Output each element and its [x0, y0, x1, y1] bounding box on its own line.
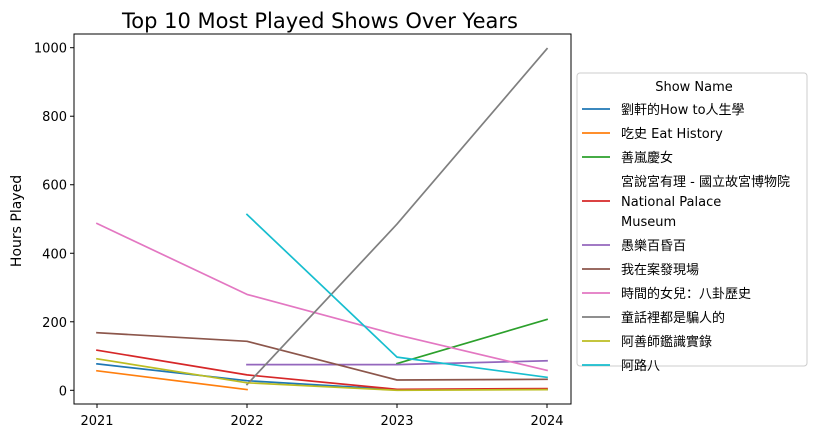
series-line-8 — [245, 47, 549, 386]
y-tick-label: 0 — [59, 384, 67, 399]
legend-label-7: 時間的女兒：八卦歷史 — [621, 286, 751, 302]
series-line-6 — [96, 331, 548, 381]
y-tick-label: 1000 — [34, 42, 67, 57]
plot-area: 0 200 400 600 800 1000 2021 2022 2023 2024 — [34, 33, 572, 429]
series-line-4 — [96, 349, 548, 391]
legend-box — [576, 72, 808, 367]
series-line-5 — [246, 359, 548, 366]
x-tick-label: 2023 — [380, 414, 413, 429]
chart-title: Top 10 Most Played Shows Over Years — [121, 9, 518, 33]
series-line-10 — [245, 213, 548, 379]
legend-label-4: Museum — [621, 215, 676, 230]
legend-label-3: 善嵐慶女 — [621, 150, 673, 166]
plot-frame — [73, 33, 572, 405]
legend-label-4: 宮說宮有理 - 國立故宮博物院 — [621, 174, 790, 190]
legend-label-6: 我在案發現場 — [621, 263, 699, 278]
series-line-9 — [96, 357, 548, 392]
y-tick-label: 200 — [42, 316, 67, 331]
series-line-3 — [395, 318, 549, 365]
series-line-7 — [95, 222, 549, 372]
x-tick-label: 2022 — [230, 414, 263, 429]
legend-label-2: 吃史 Eat History — [621, 126, 723, 142]
series-line-2 — [96, 369, 248, 391]
legend-title: Show Name — [655, 80, 733, 95]
legend-label-1: 劉軒的How to人生學 — [621, 102, 745, 118]
y-tick-label: 800 — [42, 110, 67, 125]
legend-label-8: 童話裡都是騙人的 — [621, 310, 725, 326]
legend-label-5: 愚樂百昏百 — [621, 238, 686, 254]
legend-label-4: National Palace — [621, 195, 721, 210]
x-tick-label: 2021 — [80, 414, 113, 429]
y-tick-label: 600 — [42, 179, 67, 194]
x-tick-label: 2024 — [530, 414, 563, 429]
y-axis-label: Hours Played — [9, 175, 25, 267]
legend-label-10: 阿路八 — [621, 358, 660, 374]
legend-label-9: 阿善師鑑識實錄 — [621, 334, 712, 350]
y-tick-label: 400 — [42, 247, 67, 262]
